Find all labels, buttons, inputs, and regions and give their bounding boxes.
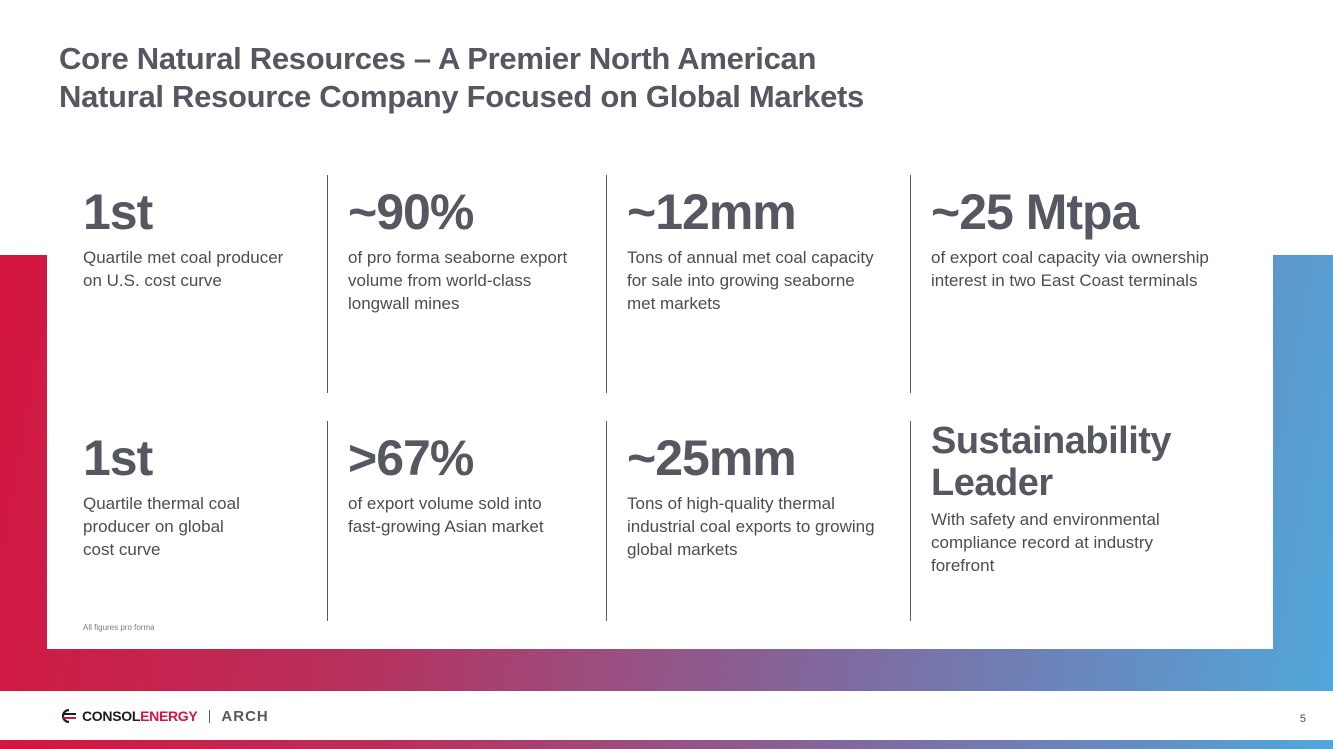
column-divider [327,175,328,393]
stat-value: ~12mm [627,184,797,240]
stat-description: With safety and environmental compliance… [931,510,1160,575]
page-number: 5 [1299,713,1306,725]
stat-description: Tons of high-quality thermal industrial … [627,494,875,559]
logo-divider [209,709,211,723]
consol-energy-logo-text: CONSOLENERGY [82,708,198,724]
column-divider [910,175,911,393]
stat-met-coal-quartile: 1st Quartile met coal producer on U.S. c… [83,184,323,292]
stat-thermal-coal-exports: ~25mm Tons of high-quality thermal indus… [627,430,917,561]
stat-thermal-coal-quartile: 1st Quartile thermal coal producer on gl… [83,430,323,561]
stat-value: 1st [83,184,153,240]
arch-logo-text: ARCH [221,707,269,725]
stat-sustainability-leader: Sustainability Leader With safety and en… [931,420,1251,577]
stat-value: >67% [348,430,474,486]
stat-value: ~25mm [627,430,797,486]
stat-value: ~90% [348,184,474,240]
stat-value: 1st [83,430,153,486]
footnote: All figures pro forma [83,623,155,632]
stat-asian-market-share: >67% of export volume sold into fast-gro… [348,430,608,538]
stat-description: of export volume sold into fast-growing … [348,494,544,536]
stat-description: Tons of annual met coal capacity for sal… [627,248,874,313]
stat-export-terminal-capacity: ~25 Mtpa of export coal capacity via own… [931,184,1251,292]
stat-description: of pro forma seaborne export volume from… [348,248,568,313]
column-divider [327,421,328,621]
stat-description: Quartile met coal producer on U.S. cost … [83,248,284,290]
footer-logos: CONSOLENERGY ARCH [60,706,269,726]
column-divider [606,421,607,621]
column-divider [910,421,911,621]
bottom-gradient-strip [0,740,1333,749]
stat-description: of export coal capacity via ownership in… [931,248,1209,290]
title-line-2: Natural Resource Company Focused on Glob… [59,79,864,114]
stat-value: ~25 Mtpa [931,184,1139,240]
stat-value: Sustainability Leader [931,420,1172,504]
consol-energy-logo-icon [61,709,76,723]
stat-seaborne-export-volume: ~90% of pro forma seaborne export volume… [348,184,608,315]
column-divider [606,175,607,393]
stats-card: 1st Quartile met coal producer on U.S. c… [47,152,1273,649]
title-line-1: Core Natural Resources – A Premier North… [59,41,817,76]
stat-description: Quartile thermal coal producer on global… [83,494,240,559]
stat-met-coal-capacity: ~12mm Tons of annual met coal capacity f… [627,184,917,315]
slide-title: Core Natural Resources – A Premier North… [59,40,959,116]
